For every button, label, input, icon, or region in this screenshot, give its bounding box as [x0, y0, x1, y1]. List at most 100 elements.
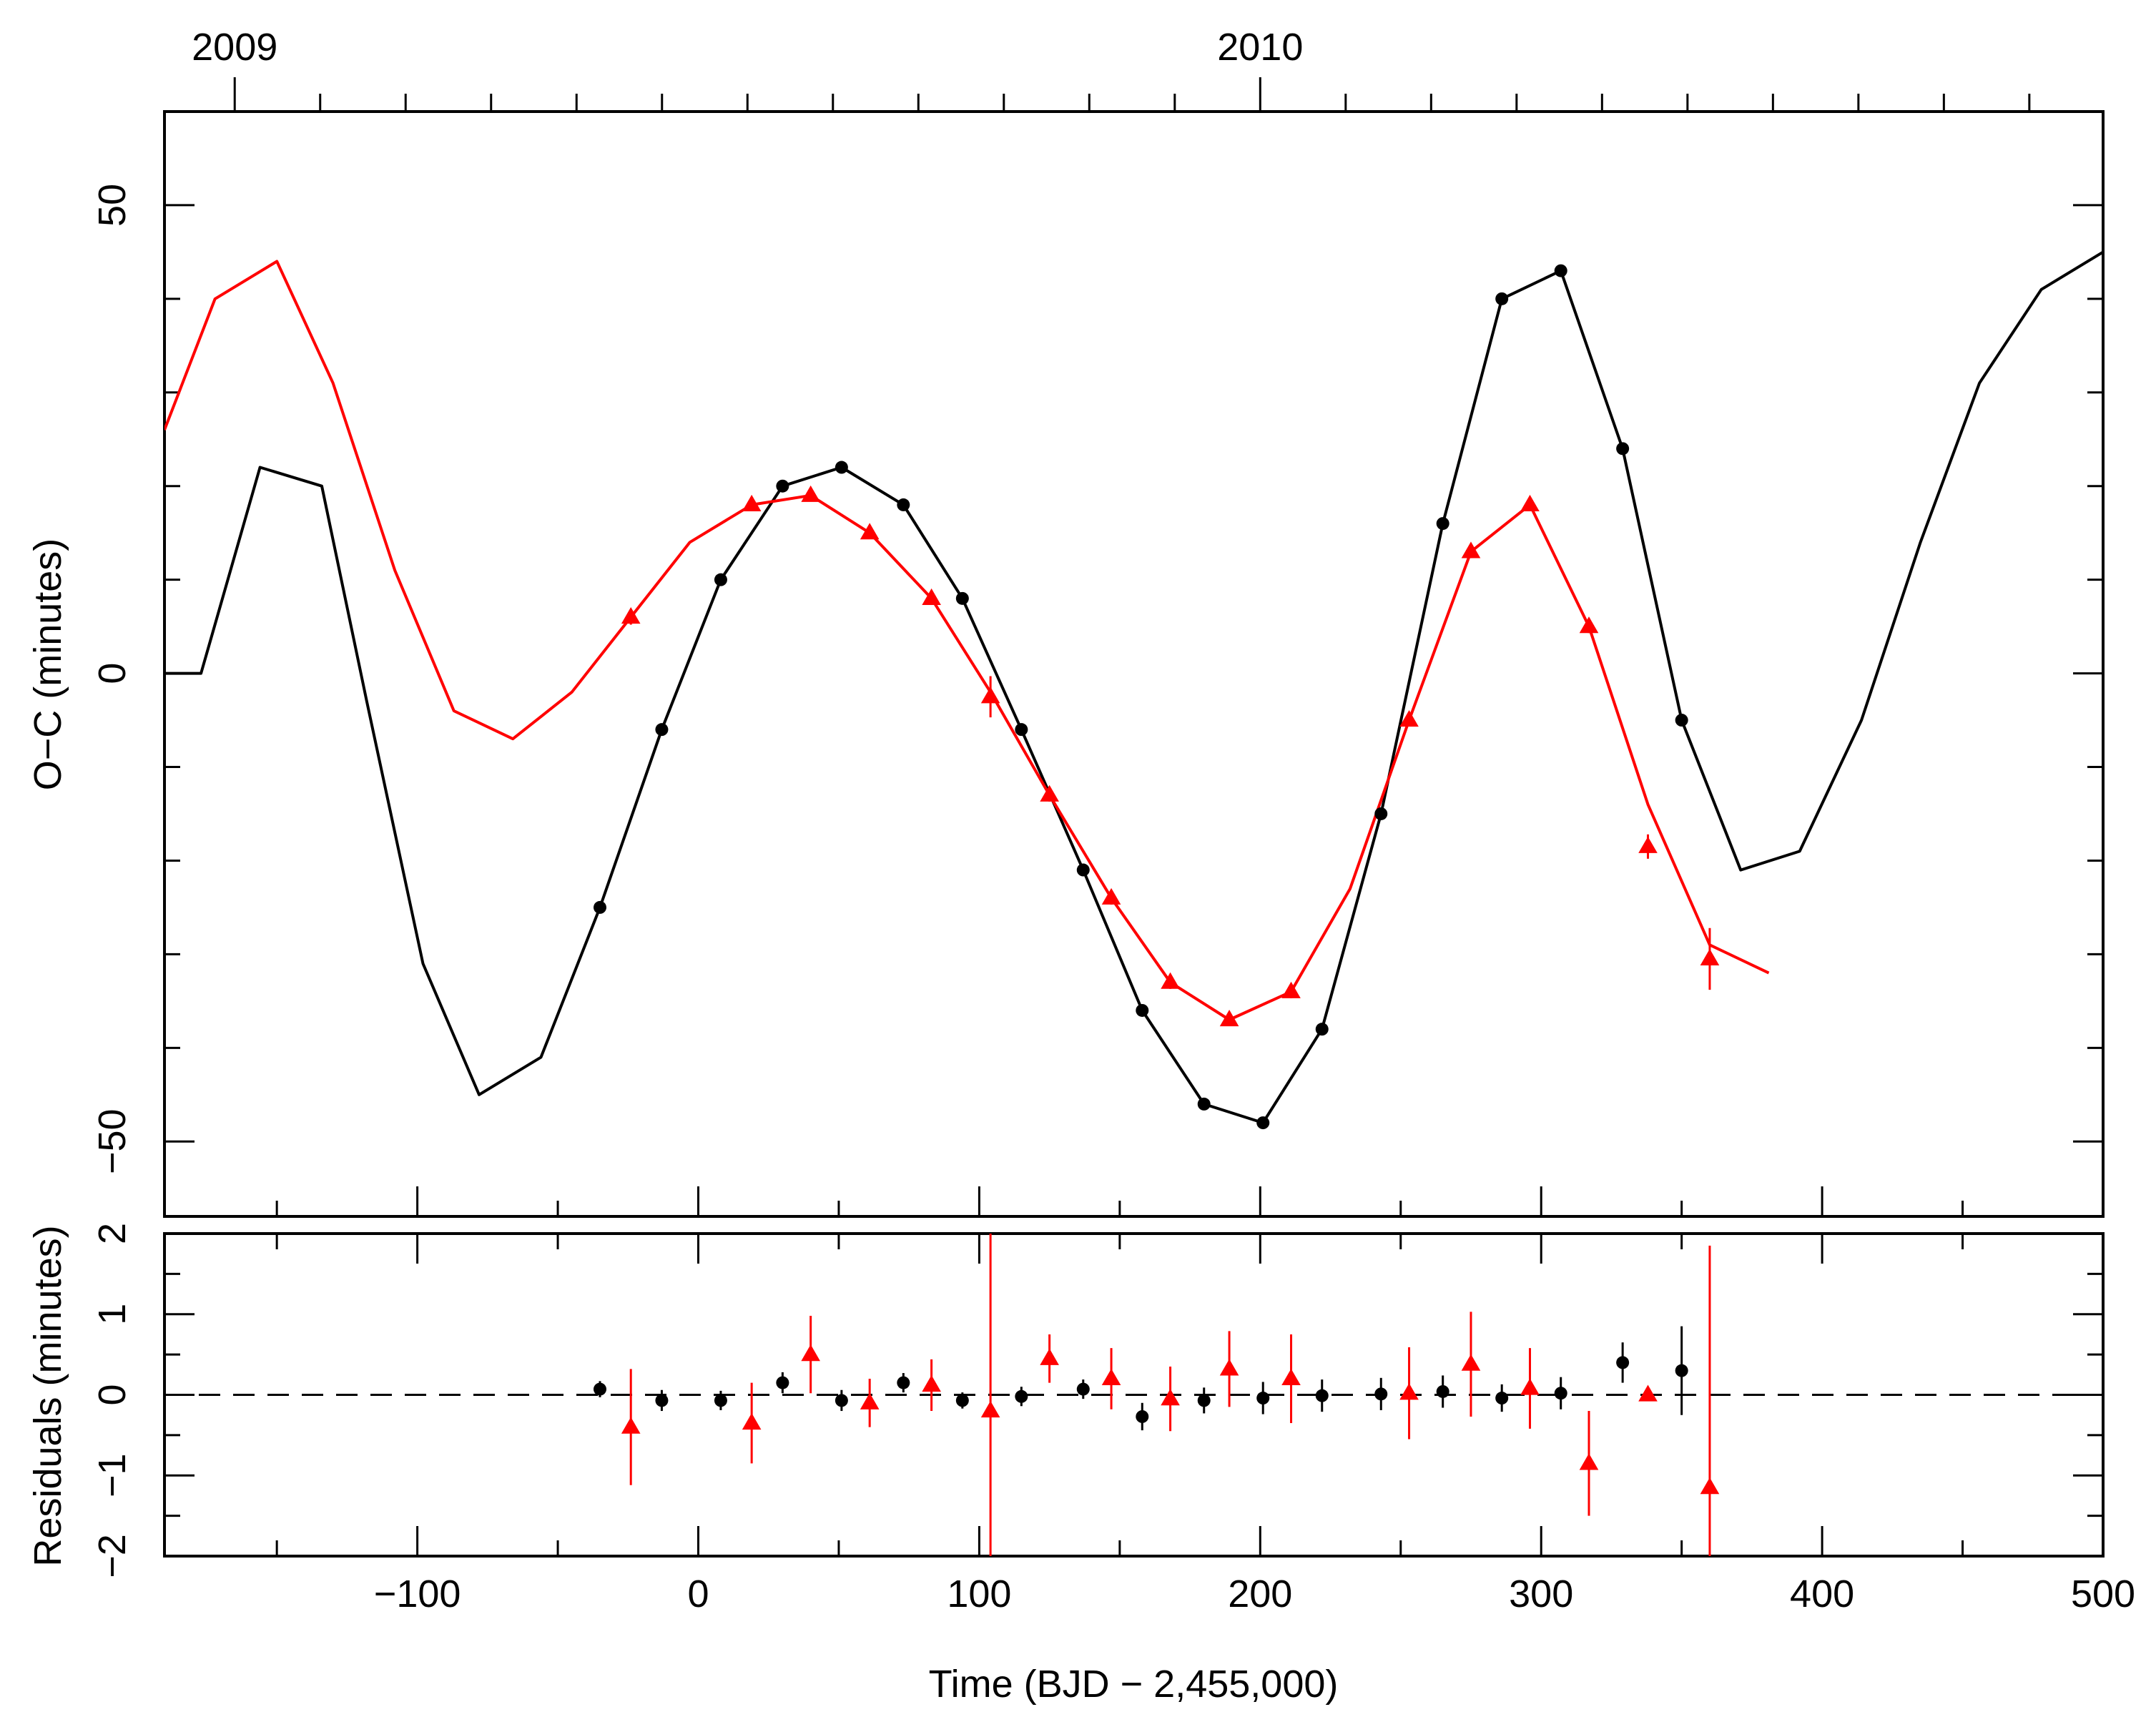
oc-point-red	[742, 494, 762, 512]
residual-point-black	[897, 1376, 910, 1389]
oc-series-group	[164, 250, 2103, 1130]
residual-point-black	[835, 1394, 848, 1407]
oc-point-red	[801, 485, 820, 502]
residual-point-black	[1675, 1364, 1688, 1377]
oc-y-tick-label: 50	[91, 184, 134, 227]
residual-series-group	[164, 1234, 2103, 1556]
oc-y-tick-labels: 50 0 −50	[91, 184, 134, 1174]
oc-data-layer	[164, 250, 2103, 1130]
oc-point-black	[1256, 1116, 1270, 1130]
residual-y-tick-label: 1	[91, 1304, 134, 1325]
year-label: 2009	[192, 26, 277, 69]
oc-point-black	[835, 461, 848, 474]
oc-point-red	[1161, 972, 1180, 989]
residual-point-red	[1101, 1368, 1121, 1386]
oc-point-red	[1101, 887, 1121, 905]
residual-point-red	[1520, 1378, 1540, 1395]
residual-point-red	[1161, 1389, 1180, 1406]
oc-point-black	[714, 573, 727, 586]
oc-point-black	[1076, 863, 1090, 877]
oc-point-black	[1616, 442, 1630, 456]
residual-point-red	[1399, 1383, 1419, 1400]
residual-point-black	[714, 1394, 727, 1407]
residual-point-black	[1495, 1392, 1509, 1405]
oc-point-red	[980, 687, 1000, 704]
oc-point-red	[621, 607, 641, 624]
residual-point-red	[1700, 1477, 1720, 1495]
residual-point-black	[1374, 1387, 1388, 1401]
oc-point-red	[1219, 1010, 1239, 1027]
residual-point-black	[776, 1376, 789, 1389]
oc-point-black	[1136, 1003, 1149, 1017]
residual-point-black	[1197, 1394, 1211, 1407]
oc-point-red	[1399, 710, 1419, 727]
x-axis-title: Time (BJD − 2,455,000)	[929, 1663, 1339, 1706]
oc-point-red	[860, 523, 880, 540]
residuals-y-axis-title: Residuals (minutes)	[26, 1225, 69, 1566]
oc-point-red	[1700, 948, 1720, 966]
residual-y-tick-label: 2	[91, 1223, 134, 1244]
residual-point-red	[742, 1412, 762, 1430]
oc-point-black	[776, 479, 789, 493]
oc-point-black	[1495, 292, 1509, 305]
residual-point-black	[593, 1382, 606, 1396]
oc-point-black	[1015, 723, 1028, 737]
oc-point-red	[1281, 981, 1301, 998]
oc-point-red	[922, 588, 941, 605]
oc-point-black	[1436, 517, 1449, 531]
x-tick-label: 500	[2071, 1573, 2135, 1615]
oc-point-red	[1520, 494, 1540, 512]
oc-point-black	[593, 900, 606, 914]
residual-point-red	[1638, 1384, 1658, 1402]
x-tick-label: 400	[1790, 1573, 1854, 1615]
residual-point-black	[1436, 1384, 1449, 1398]
residual-point-red	[1219, 1359, 1239, 1376]
residual-point-red	[621, 1417, 641, 1434]
residual-point-black	[1076, 1382, 1090, 1396]
oc-y-axis-title: O−C (minutes)	[26, 538, 69, 791]
x-tick-label: 200	[1228, 1573, 1292, 1615]
year-label: 2010	[1217, 26, 1303, 69]
residual-point-red	[1040, 1348, 1059, 1365]
oc-point-black	[1197, 1097, 1211, 1111]
residuals-panel: −100 0 100 200 300 400 500 2 1 0 −1 −2 Residuals (…	[26, 1223, 2135, 1615]
oc-panel: 2009 2010 50 0 −50 O−C (minutes)	[26, 26, 2105, 1218]
residual-point-red	[1579, 1453, 1599, 1470]
oc-y-tick-label: −50	[91, 1108, 134, 1174]
residual-y-tick-label: 0	[91, 1384, 134, 1405]
residual-point-black	[1136, 1409, 1149, 1423]
x-tick-label: −100	[374, 1573, 461, 1615]
residual-point-black	[1315, 1389, 1329, 1402]
x-tick-label: 0	[687, 1573, 709, 1615]
residual-point-red	[860, 1392, 880, 1409]
oc-point-black	[897, 498, 910, 511]
oc-point-black	[1374, 807, 1388, 820]
residual-point-black	[1616, 1356, 1630, 1369]
x-tick-labels: −100 0 100 200 300 400 500	[374, 1573, 2135, 1615]
residual-point-black	[1554, 1387, 1567, 1400]
residual-point-red	[1461, 1354, 1481, 1371]
oc-point-black	[1315, 1023, 1329, 1036]
residuals-axis-ticks	[164, 1232, 2105, 1558]
residual-point-black	[955, 1394, 969, 1407]
top-date-axis: 2009 2010	[192, 26, 2031, 112]
residuals-y-tick-labels: 2 1 0 −1 −2	[91, 1223, 134, 1578]
oc-axis-ticks	[164, 110, 2105, 1216]
oc-y-tick-label: 0	[91, 663, 134, 684]
residual-point-red	[1281, 1368, 1301, 1386]
residual-point-red	[922, 1374, 941, 1392]
x-tick-label: 300	[1509, 1573, 1573, 1615]
oc-point-black	[1675, 714, 1688, 727]
residual-point-black	[1256, 1392, 1270, 1405]
residual-y-tick-label: −2	[91, 1534, 134, 1578]
oc-plot-frame	[163, 110, 2105, 1218]
residuals-data-layer	[164, 1234, 2103, 1556]
residual-y-tick-label: −1	[91, 1453, 134, 1497]
oc-point-black	[655, 723, 669, 737]
oc-point-red	[1461, 541, 1481, 559]
oc-point-red	[1040, 784, 1059, 802]
residual-point-red	[980, 1401, 1000, 1418]
oc-point-black	[955, 591, 969, 605]
